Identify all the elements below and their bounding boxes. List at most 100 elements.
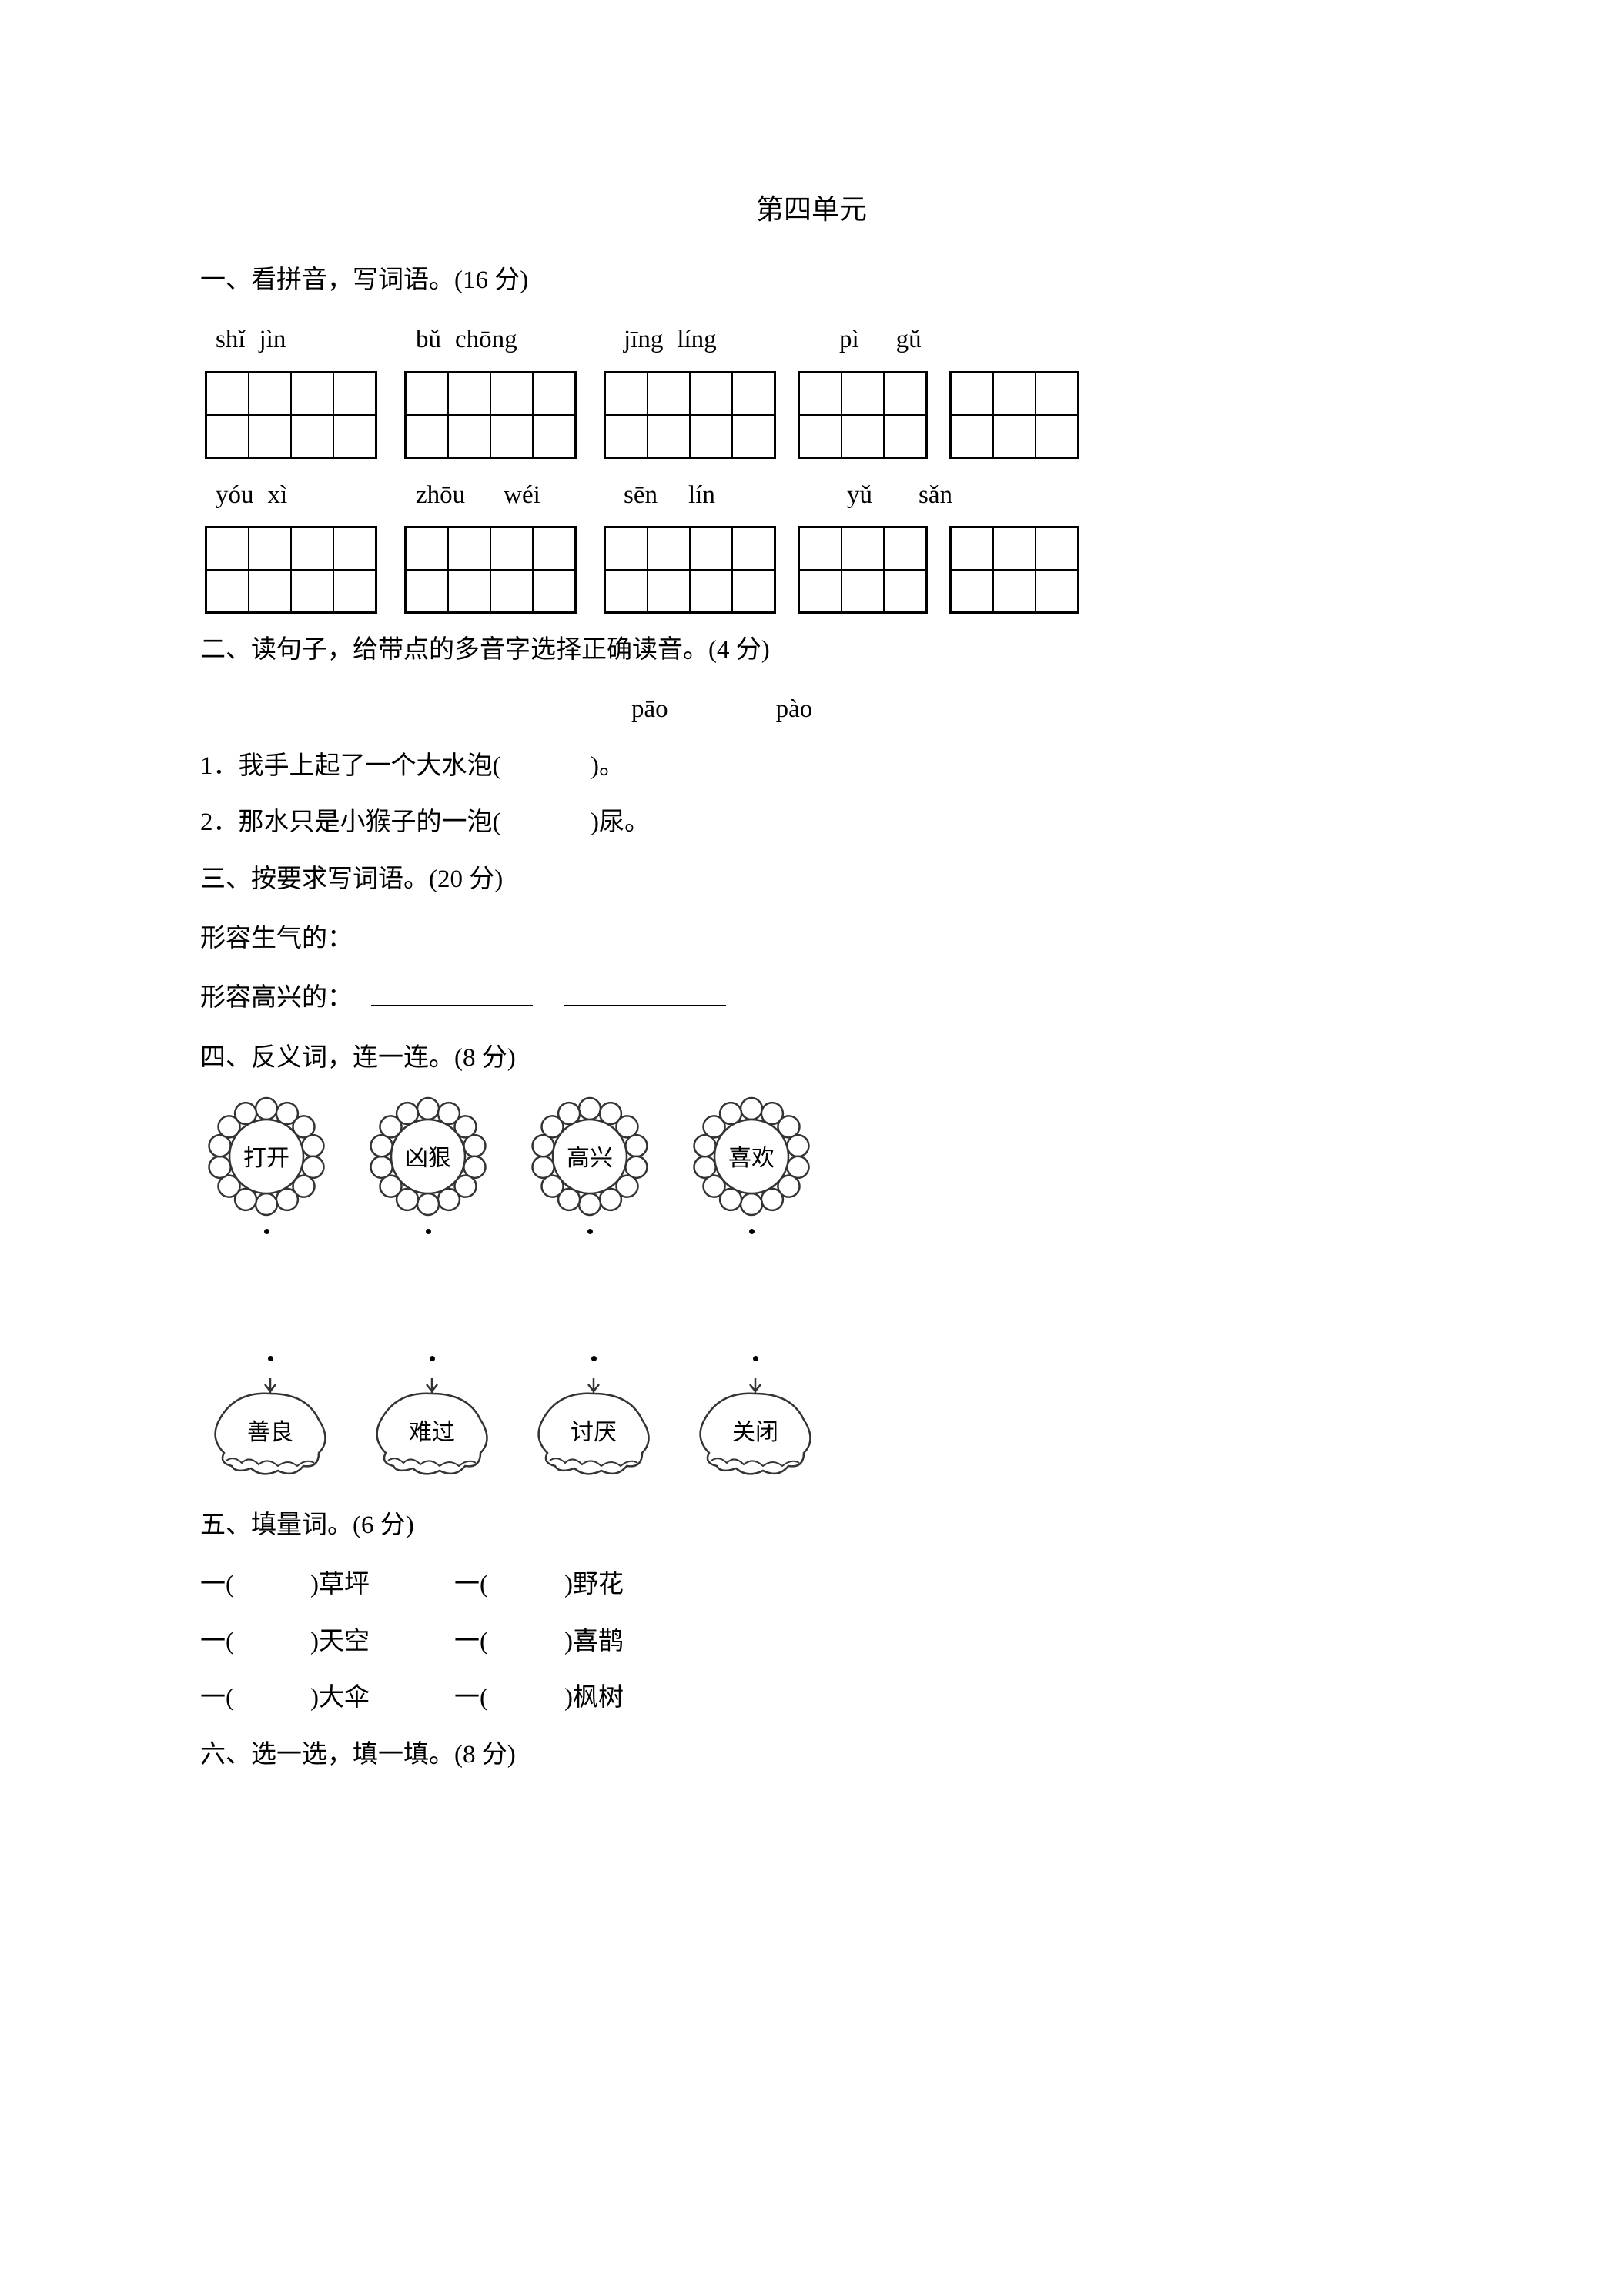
connect-dot — [268, 1356, 273, 1361]
measure-item[interactable]: 一( )大伞 — [200, 1675, 454, 1721]
sentence-1: 1．我手上起了一个大水泡( )。 — [200, 744, 1423, 789]
connect-dot — [264, 1229, 269, 1234]
pinyin: pì — [839, 317, 859, 363]
sentence-text: )尿。 — [591, 808, 650, 836]
word: 大伞 — [319, 1684, 370, 1712]
sentence-text: 1．我手上起了一个大水泡( — [200, 752, 501, 780]
section-1-heading: 一、看拼音，写词语。(16 分) — [200, 258, 1423, 303]
option: pāo — [631, 687, 668, 732]
flower-item[interactable]: 凶狠 — [366, 1095, 490, 1245]
leaf-row: 善良 难过 讨厌 关闭 — [205, 1345, 1423, 1480]
measure-row: 一( )大伞 一( )枫树 — [200, 1675, 1423, 1721]
flower-icon: 喜欢 — [690, 1095, 813, 1218]
word: 天空 — [319, 1628, 370, 1655]
char-grid[interactable] — [604, 371, 776, 459]
char-grid[interactable] — [949, 371, 1079, 459]
prompt-happy: 形容高兴的： — [200, 976, 1423, 1021]
char-grid[interactable] — [798, 371, 928, 459]
pinyin: sēn — [624, 473, 658, 518]
section-3-heading: 三、按要求写词语。(20 分) — [200, 857, 1423, 902]
leaf-label: 关闭 — [732, 1420, 778, 1445]
flower-icon: 凶狠 — [366, 1095, 490, 1218]
page-title: 第四单元 — [200, 185, 1423, 235]
section-5: 五、填量词。(6 分) 一( )草坪 一( )野花 一( )天空 一( )喜鹊 … — [200, 1503, 1423, 1722]
blank-input[interactable] — [371, 982, 533, 1006]
pinyin: bǔ — [416, 317, 441, 363]
section-6: 六、选一选，填一填。(8 分) — [200, 1732, 1423, 1778]
leaf-item[interactable]: 善良 — [205, 1345, 336, 1480]
section-5-heading: 五、填量词。(6 分) — [200, 1503, 1423, 1548]
pinyin: wéi — [504, 473, 540, 518]
grid-row-1 — [205, 371, 1423, 459]
leaf-icon: 善良 — [205, 1372, 336, 1480]
leaf-icon: 关闭 — [690, 1372, 821, 1480]
measure-item[interactable]: 一( )天空 — [200, 1619, 454, 1665]
flower-item[interactable]: 打开 — [205, 1095, 328, 1245]
flower-icon: 打开 — [205, 1095, 328, 1218]
measure-item[interactable]: 一( )野花 — [454, 1562, 708, 1608]
option: pào — [776, 687, 813, 732]
pinyin: chōng — [455, 317, 517, 363]
flower-item[interactable]: 高兴 — [528, 1095, 651, 1245]
flower-label: 高兴 — [567, 1146, 613, 1171]
blank-input[interactable] — [564, 923, 726, 946]
blank-input[interactable] — [371, 923, 533, 946]
connect-dot — [749, 1229, 755, 1234]
measure-row: 一( )天空 一( )喜鹊 — [200, 1619, 1423, 1665]
pinyin: zhōu — [416, 473, 465, 518]
char-grid[interactable] — [798, 526, 928, 614]
label: 形容生气的： — [200, 925, 353, 952]
measure-item[interactable]: 一( )枫树 — [454, 1675, 708, 1721]
options-row: pāo pào — [631, 687, 1423, 732]
leaf-label: 讨厌 — [571, 1420, 617, 1445]
word: 枫树 — [573, 1684, 624, 1712]
pinyin: yǔ — [847, 473, 872, 518]
pinyin: jìn — [259, 317, 286, 363]
pinyin-row-1: shǐ jìn bǔ chōng jīng líng pì gǔ — [216, 317, 1423, 363]
flower-row: 打开 凶狠 高兴 喜欢 — [205, 1095, 1423, 1245]
pinyin: lín — [688, 473, 715, 518]
char-grid[interactable] — [205, 526, 377, 614]
blank-input[interactable] — [564, 982, 726, 1006]
measure-item[interactable]: 一( )喜鹊 — [454, 1619, 708, 1665]
connect-dot — [430, 1356, 435, 1361]
prompt-angry: 形容生气的： — [200, 916, 1423, 962]
grid-row-2 — [205, 526, 1423, 614]
section-1: 一、看拼音，写词语。(16 分) shǐ jìn bǔ chōng jīng l… — [200, 258, 1423, 614]
pinyin: yóu — [216, 473, 254, 518]
flower-label: 喜欢 — [728, 1146, 775, 1171]
measure-row: 一( )草坪 一( )野花 — [200, 1562, 1423, 1608]
flower-icon: 高兴 — [528, 1095, 651, 1218]
connect-dot — [591, 1356, 597, 1361]
pinyin: xì — [268, 473, 288, 518]
flower-item[interactable]: 喜欢 — [690, 1095, 813, 1245]
flower-label: 打开 — [243, 1146, 289, 1171]
pinyin: shǐ — [216, 317, 246, 363]
char-grid[interactable] — [205, 371, 377, 459]
sentence-text: )。 — [591, 752, 624, 780]
leaf-item[interactable]: 关闭 — [690, 1345, 821, 1480]
pinyin: sǎn — [919, 473, 952, 518]
section-4-heading: 四、反义词，连一连。(8 分) — [200, 1036, 1423, 1081]
section-6-heading: 六、选一选，填一填。(8 分) — [200, 1732, 1423, 1778]
measure-item[interactable]: 一( )草坪 — [200, 1562, 454, 1608]
connect-dot — [426, 1229, 431, 1234]
pinyin: gǔ — [896, 317, 922, 363]
section-4: 四、反义词，连一连。(8 分) 打开 凶狠 — [200, 1036, 1423, 1480]
leaf-item[interactable]: 难过 — [366, 1345, 497, 1480]
leaf-icon: 讨厌 — [528, 1372, 659, 1480]
char-grid[interactable] — [604, 526, 776, 614]
label: 形容高兴的： — [200, 984, 353, 1012]
char-grid[interactable] — [404, 526, 577, 614]
flower-label: 凶狠 — [405, 1146, 451, 1171]
leaf-label: 善良 — [247, 1420, 293, 1445]
char-grid[interactable] — [949, 526, 1079, 614]
section-2-heading: 二、读句子，给带点的多音字选择正确读音。(4 分) — [200, 628, 1423, 673]
char-grid[interactable] — [404, 371, 577, 459]
connect-dot — [587, 1229, 593, 1234]
connect-dot — [753, 1356, 758, 1361]
leaf-item[interactable]: 讨厌 — [528, 1345, 659, 1480]
leaf-label: 难过 — [409, 1420, 455, 1445]
pinyin: jīng — [624, 317, 663, 363]
word: 草坪 — [319, 1571, 370, 1598]
